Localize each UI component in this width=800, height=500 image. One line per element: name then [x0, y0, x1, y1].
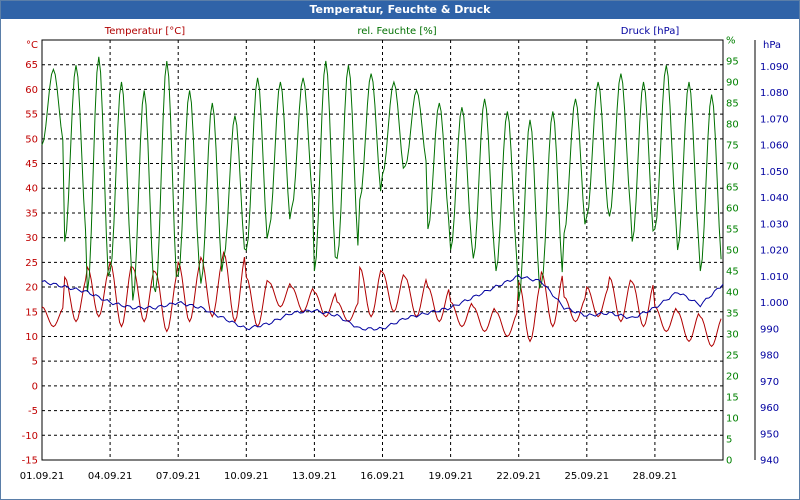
- humidity-tick-label: 85: [726, 99, 739, 110]
- series-headers: Temperatur [°C] rel. Feuchte [%] Druck [hP…: [104, 26, 680, 37]
- humidity-tick-label: 20: [726, 372, 739, 383]
- x-tick-label: 16.09.21: [360, 471, 405, 482]
- humidity-tick-label: 55: [726, 225, 739, 236]
- pressure-tick-label: 980: [760, 351, 779, 362]
- x-tick-label: 04.09.21: [88, 471, 133, 482]
- pressure-tick-label: 1.070: [760, 114, 789, 125]
- humidity-tick-label: 65: [726, 183, 739, 194]
- temperature-tick-label: 0: [32, 381, 38, 392]
- humidity-tick-label: 90: [726, 78, 739, 89]
- temperature-tick-label: 25: [25, 258, 38, 269]
- pressure-tick-label: 950: [760, 429, 779, 440]
- x-tick-label: 10.09.21: [224, 471, 269, 482]
- chart-grid: [41, 39, 724, 461]
- humidity-tick-label: 70: [726, 162, 739, 173]
- humidity-tick-label: %: [726, 36, 736, 47]
- x-tick-label: 01.09.21: [20, 471, 65, 482]
- humidity-tick-label: 15: [726, 393, 739, 404]
- temperature-tick-label: 30: [25, 233, 38, 244]
- temperature-tick-label: 15: [25, 307, 38, 318]
- pressure-tick-label: 1.060: [760, 141, 789, 152]
- temperature-tick-label: 20: [25, 283, 38, 294]
- humidity-tick-label: 35: [726, 309, 739, 320]
- x-axis: 01.09.21 04.09.21 07.09.21 10.09.21 13.09.21…: [20, 471, 677, 482]
- temperature-tick-label: 60: [25, 85, 38, 96]
- series-header: Temperatur [°C]: [104, 26, 185, 37]
- x-tick-label: 28.09.21: [633, 471, 678, 482]
- x-tick-label: 19.09.21: [428, 471, 473, 482]
- x-tick-label: 25.09.21: [565, 471, 610, 482]
- pressure-tick-label: 1.050: [760, 167, 789, 178]
- temperature-tick-label: 10: [25, 332, 38, 343]
- humidity-tick-label: 10: [726, 414, 739, 425]
- series-line: [41, 250, 722, 348]
- pressure-tick-label: 1.080: [760, 88, 789, 99]
- series-header: Druck [hPa]: [621, 26, 680, 37]
- temperature-tick-label: 55: [25, 110, 38, 121]
- pressure-tick-label: 970: [760, 377, 779, 388]
- pressure-tick-label: 960: [760, 403, 779, 414]
- series-line: [41, 275, 724, 331]
- series-lines: [41, 56, 724, 348]
- pressure-tick-label: 990: [760, 324, 779, 335]
- series-header: rel. Feuchte [%]: [357, 26, 436, 37]
- pressure-tick-label: 1.020: [760, 246, 789, 257]
- temperature-unit-label: °C: [26, 40, 38, 51]
- temperature-tick-label: 40: [25, 184, 38, 195]
- pressure-tick-label: 1.090: [760, 62, 789, 73]
- x-tick-label: 13.09.21: [292, 471, 337, 482]
- humidity-tick-label: 5: [726, 435, 732, 446]
- temperature-tick-label: 5: [32, 357, 38, 368]
- humidity-tick-label: 30: [726, 330, 739, 341]
- pressure-tick-label: 1.040: [760, 193, 789, 204]
- temperature-tick-label: -10: [22, 431, 38, 442]
- series-line: [41, 56, 722, 301]
- humidity-tick-label: 40: [726, 288, 739, 299]
- humidity-axis: 0 5 10 15 20 25 30 35 40 45 50 55 60 65 70 75 80 85 90 95%: [726, 36, 756, 467]
- humidity-tick-label: 45: [726, 267, 739, 278]
- temperature-tick-label: 65: [25, 60, 38, 71]
- temperature-tick-label: -5: [28, 406, 38, 417]
- pressure-tick-label: 1.000: [760, 298, 789, 309]
- humidity-tick-label: 50: [726, 246, 739, 257]
- pressure-tick-label: 940: [760, 456, 779, 467]
- temperature-tick-label: 45: [25, 159, 38, 170]
- temperature-tick-label: 35: [25, 208, 38, 219]
- window-title: Temperatur, Feuchte & Druck: [1, 1, 799, 19]
- x-tick-label: 07.09.21: [156, 471, 201, 482]
- humidity-tick-label: 60: [726, 204, 739, 215]
- humidity-tick-label: 75: [726, 141, 739, 152]
- temperature-tick-label: -15: [22, 456, 38, 467]
- humidity-tick-label: 0: [726, 456, 732, 467]
- temperature-axis: -15 -10 -5 0 5 10 15 20 25 30 35 40 45 50 55 60 65 °C: [22, 40, 38, 467]
- humidity-tick-label: 80: [726, 120, 739, 131]
- pressure-tick-label: 1.030: [760, 219, 789, 230]
- humidity-tick-label: 95: [726, 57, 739, 68]
- pressure-tick-label: 1.010: [760, 272, 789, 283]
- humidity-tick-label: 25: [726, 351, 739, 362]
- temperature-tick-label: 50: [25, 134, 38, 145]
- pressure-axis: 940 950 960 970 980 990 1.000 1.010 1.020 1.030 1.…: [760, 40, 789, 467]
- pressure-unit-label: hPa: [763, 40, 781, 51]
- x-tick-label: 22.09.21: [496, 471, 541, 482]
